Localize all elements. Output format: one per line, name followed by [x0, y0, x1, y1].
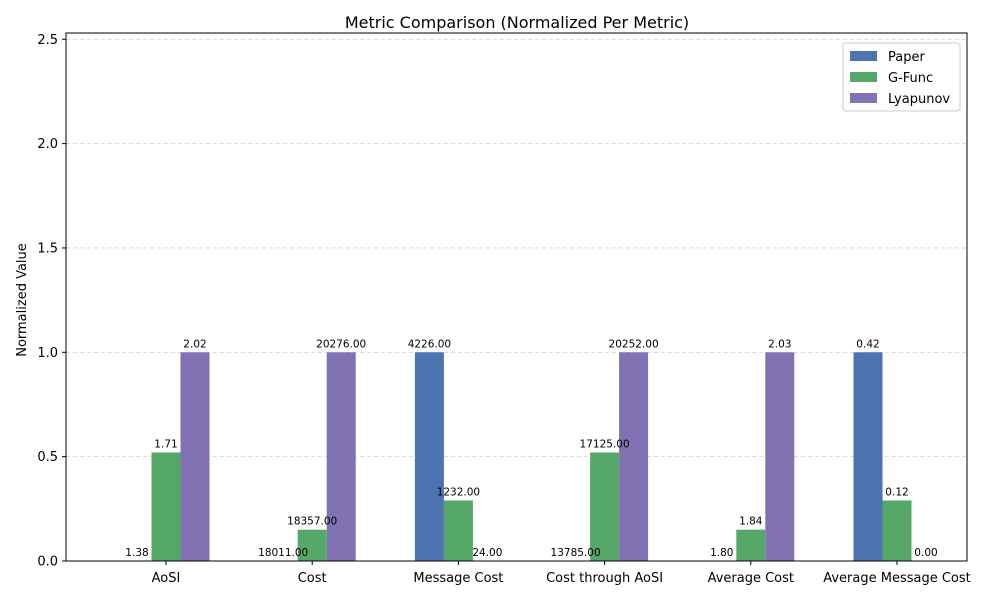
data-label: 18011.00	[258, 547, 308, 559]
bar-lyapunov	[765, 352, 795, 561]
y-axis-ticks: 0.0 0.5 1.0 1.5 2.0 2.5	[37, 33, 66, 570]
data-label: 0.42	[856, 338, 879, 350]
x-tick-label: Message Cost	[413, 571, 503, 586]
bar-lyapunov	[326, 352, 356, 561]
legend-swatch	[850, 72, 877, 82]
y-tick-label: 2.0	[37, 137, 58, 152]
data-label: 1.71	[154, 438, 177, 450]
y-axis-title: Normalized Value	[15, 243, 30, 357]
bar-g-func	[590, 452, 620, 561]
data-label: 1232.00	[437, 486, 480, 498]
data-label: 0.12	[885, 486, 908, 498]
data-label: 4226.00	[408, 338, 451, 350]
bar-g-func	[882, 500, 912, 561]
y-tick-label: 0.0	[37, 555, 58, 570]
y-tick-label: 1.0	[37, 346, 58, 361]
data-label: 20252.00	[609, 338, 659, 350]
x-tick-label: AoSI	[152, 571, 181, 586]
x-tick-label: Cost	[298, 571, 327, 586]
chart-title: Metric Comparison (Normalized Per Metric…	[345, 13, 689, 32]
legend-label: Paper	[888, 50, 925, 65]
bar-lyapunov	[180, 352, 210, 561]
data-label: 1.38	[125, 547, 148, 559]
data-label: 24.00	[472, 547, 502, 559]
bars	[151, 352, 912, 561]
bar-g-func	[443, 500, 473, 561]
x-tick-label: Average Message Cost	[823, 571, 971, 586]
data-label: 17125.00	[580, 438, 630, 450]
x-tick-label: Average Cost	[708, 571, 794, 586]
data-label: 2.03	[768, 338, 791, 350]
legend: Paper G-Func Lyapunov	[842, 42, 961, 112]
data-label: 18357.00	[287, 516, 337, 528]
legend-label: Lyapunov	[888, 92, 950, 107]
bar-g-func	[297, 529, 327, 561]
y-tick-label: 0.5	[37, 450, 58, 465]
legend-label: G-Func	[888, 71, 933, 86]
legend-swatch	[850, 93, 877, 103]
data-label: 2.02	[183, 338, 206, 350]
plot-area-frame	[65, 32, 968, 562]
y-tick-label: 2.5	[37, 33, 58, 48]
bar-lyapunov	[619, 352, 649, 561]
legend-swatch	[850, 51, 877, 61]
bar-paper	[414, 352, 444, 561]
data-labels: 1.38 1.71 2.02 18011.00 18357.00 20276.00 4226…	[125, 338, 937, 559]
data-label: 1.84	[739, 516, 763, 528]
y-tick-label: 1.5	[37, 241, 58, 256]
bar-g-func	[151, 452, 181, 561]
data-label: 13785.00	[551, 547, 601, 559]
x-tick-label: Cost through AoSI	[546, 571, 663, 586]
data-label: 20276.00	[316, 338, 366, 350]
bar-paper	[853, 352, 883, 561]
data-label: 0.00	[914, 547, 937, 559]
bar-g-func	[736, 529, 766, 561]
data-label: 1.80	[710, 547, 733, 559]
x-axis-ticks: AoSI Cost Message Cost Cost through AoSI Ave…	[152, 561, 971, 586]
